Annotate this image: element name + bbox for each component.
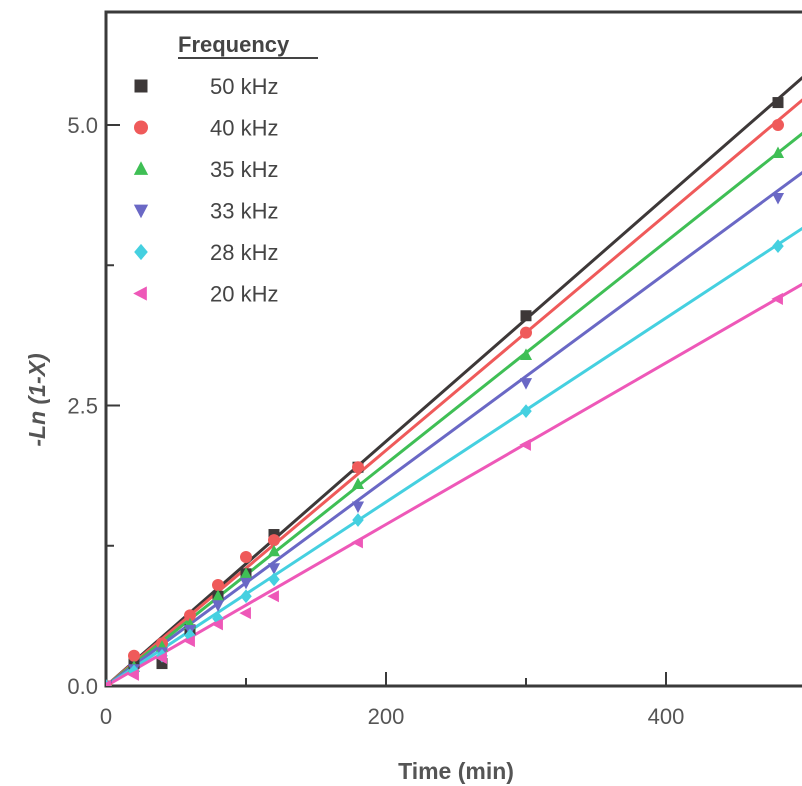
data-point bbox=[211, 600, 225, 612]
data-point bbox=[771, 146, 785, 158]
data-point bbox=[519, 378, 533, 390]
data-point bbox=[351, 536, 363, 549]
legend-marker bbox=[134, 120, 148, 135]
legend: Frequency 50 kHz 40 kHz 35 kHz 33 kHz 28 kHz 2… bbox=[133, 32, 318, 307]
data-point bbox=[351, 477, 365, 489]
legend-marker bbox=[133, 286, 147, 301]
data-point bbox=[183, 635, 195, 648]
data-point bbox=[155, 651, 167, 664]
data-point bbox=[268, 534, 280, 547]
data-point bbox=[267, 563, 281, 575]
data-point bbox=[772, 119, 784, 131]
data-point bbox=[212, 579, 224, 592]
data-point bbox=[128, 649, 140, 662]
fit-line-28-khz bbox=[106, 226, 802, 686]
data-point bbox=[240, 589, 252, 604]
data-point bbox=[520, 310, 532, 322]
legend-marker bbox=[134, 243, 148, 261]
data-point bbox=[239, 577, 253, 590]
legend-label: 50 kHz bbox=[210, 74, 278, 99]
legend-label: 33 kHz bbox=[210, 199, 278, 224]
x-axis-title: Time (min) bbox=[398, 758, 514, 784]
y-tick-label: 2.5 bbox=[67, 394, 98, 419]
data-point bbox=[519, 438, 531, 451]
legend-title: Frequency bbox=[178, 32, 290, 57]
data-point bbox=[127, 668, 139, 681]
data-point bbox=[156, 658, 168, 670]
legend-marker bbox=[133, 161, 149, 175]
data-point bbox=[772, 239, 784, 254]
data-point bbox=[239, 567, 253, 579]
data-point bbox=[519, 348, 533, 360]
data-point bbox=[352, 461, 364, 474]
data-point bbox=[239, 607, 251, 620]
data-point bbox=[268, 572, 280, 587]
legend-marker bbox=[133, 204, 149, 219]
data-point bbox=[211, 589, 225, 602]
data-point bbox=[771, 292, 783, 305]
data-point bbox=[771, 192, 785, 205]
x-tick-label: 200 bbox=[368, 704, 405, 729]
y-axis-title: -Ln (1-X) bbox=[24, 353, 50, 446]
data-point bbox=[267, 544, 281, 557]
data-point bbox=[184, 609, 196, 622]
data-point bbox=[772, 97, 784, 109]
legend-label: 40 kHz bbox=[210, 116, 278, 141]
data-point bbox=[520, 404, 532, 418]
plot-frame bbox=[104, 10, 802, 688]
data-point bbox=[520, 326, 532, 339]
legend-label: 35 kHz bbox=[210, 157, 278, 182]
data-point bbox=[351, 501, 365, 514]
series-layer bbox=[106, 76, 802, 686]
data-point bbox=[106, 679, 111, 686]
data-point bbox=[352, 513, 364, 527]
data-point bbox=[240, 550, 252, 563]
y-tick-label: 0.0 bbox=[67, 674, 98, 699]
x-tick-label: 400 bbox=[648, 704, 685, 729]
legend-label: 20 kHz bbox=[210, 282, 278, 307]
data-point bbox=[267, 590, 279, 603]
x-tick-label: 0 bbox=[100, 704, 112, 729]
legend-label: 28 kHz bbox=[210, 240, 278, 265]
data-point bbox=[211, 618, 223, 631]
legend-marker bbox=[134, 79, 148, 93]
y-tick-label: 5.0 bbox=[67, 113, 98, 138]
